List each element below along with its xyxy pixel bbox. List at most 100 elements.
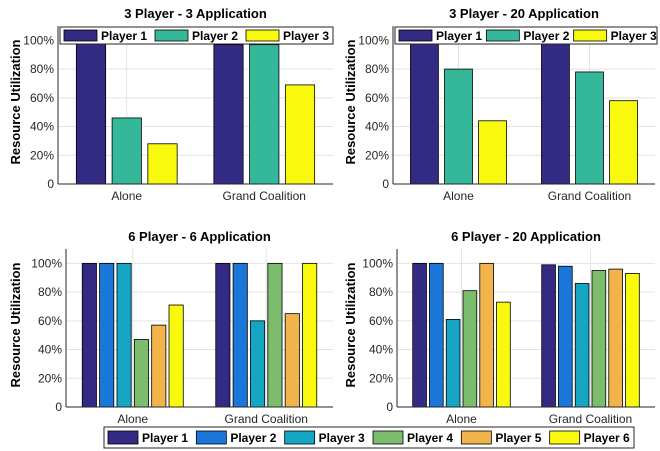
bar-player-3 [478, 120, 507, 185]
bar-player-6 [496, 301, 511, 408]
chart-panel-4: 0 20% 40% 60% 80% 100% Alone Grand Coalition 6 P… [343, 229, 655, 426]
legend-label: Player 3 [611, 29, 657, 43]
y-axis-label: Resource Utilization [8, 39, 23, 164]
bar-player-3 [609, 100, 638, 185]
x-tick-label: Alone [117, 412, 148, 426]
bar-player-1 [541, 264, 556, 408]
y-axis-label: Resource Utilization [343, 262, 358, 387]
bar-player-2 [111, 117, 142, 185]
legend-swatch [245, 29, 280, 42]
bar-player-1 [410, 39, 439, 185]
y-tick-label: 20% [369, 371, 393, 385]
bar-player-5 [608, 268, 623, 408]
y-tick-label: 20% [38, 371, 62, 385]
legend-swatch [372, 430, 404, 445]
bar-player-4 [591, 270, 607, 408]
y-tick-label: 0 [55, 400, 62, 414]
bar-player-4 [267, 262, 283, 408]
y-tick-label: 40% [369, 343, 393, 357]
legend-label: Player 2 [192, 29, 238, 43]
y-tick-label: 0 [382, 177, 389, 191]
bar-player-1 [81, 262, 97, 408]
chart-title: 6 Player - 20 Application [451, 229, 601, 244]
x-tick-label: Alone [443, 189, 474, 203]
y-axis-label: Resource Utilization [343, 39, 358, 164]
bar-player-4 [133, 339, 149, 408]
bar-player-5 [284, 313, 300, 408]
y-tick-label: 100% [362, 256, 393, 270]
legend-swatch [63, 29, 98, 42]
y-tick-label: 60% [365, 91, 389, 105]
legend-swatch [107, 430, 139, 445]
bar-player-2 [444, 68, 473, 185]
legend-label: Player 2 [230, 431, 276, 445]
legend-label: Player 2 [523, 29, 569, 43]
y-tick-label: 40% [30, 120, 54, 134]
bar-player-5 [479, 262, 494, 408]
y-tick-label: 60% [30, 91, 54, 105]
bar-player-3 [116, 262, 132, 408]
y-tick-label: 80% [38, 285, 62, 299]
y-tick-label: 60% [38, 314, 62, 328]
chart-panel-3: 0 20% 40% 60% 80% 100% Alone Grand Coalition 6 P… [8, 229, 333, 426]
bar-player-6 [302, 262, 318, 408]
bar-player-1 [412, 262, 427, 408]
chart-title: 3 Player - 3 Application [124, 6, 267, 21]
legend-label: Player 4 [407, 431, 453, 445]
legend-swatch [195, 430, 227, 445]
x-tick-label: Grand Coalition [549, 412, 632, 426]
bar-player-1 [215, 262, 231, 408]
bar-player-2 [99, 262, 115, 408]
bar-player-1 [75, 39, 107, 185]
y-tick-label: 100% [31, 256, 62, 270]
legend-swatch [154, 29, 189, 42]
legend-box [103, 426, 635, 449]
bar-player-3 [250, 320, 266, 408]
x-tick-label: Grand Coalition [225, 412, 308, 426]
x-tick-label: Grand Coalition [223, 189, 306, 203]
legend-swatch [460, 430, 492, 445]
bar-player-2 [429, 262, 444, 408]
y-tick-label: 20% [365, 148, 389, 162]
bar-player-2 [232, 262, 248, 408]
bar-player-1 [213, 44, 244, 185]
y-tick-label: 80% [30, 62, 54, 76]
legend-swatch [573, 29, 608, 42]
legend-swatch [398, 29, 433, 42]
legend-label: Player 1 [142, 431, 188, 445]
bar-player-6 [625, 273, 640, 408]
y-tick-label: 80% [369, 285, 393, 299]
chart-title: 6 Player - 6 Application [128, 229, 271, 244]
y-tick-label: 60% [369, 314, 393, 328]
legend-swatch [485, 29, 520, 42]
shared-legend: Player 1 Player 2 Player 3 Player 4 Player 5… [103, 426, 635, 449]
bar-player-3 [147, 143, 178, 185]
chart-title: 3 Player - 20 Application [449, 6, 599, 21]
x-tick-label: Alone [446, 412, 477, 426]
y-axis-label: Resource Utilization [8, 262, 23, 387]
bar-player-2 [558, 265, 573, 408]
legend: Player 1 Player 2 Player 3 [59, 26, 334, 45]
y-tick-label: 20% [30, 148, 54, 162]
chart-panel-1: 0 20% 40% 60% 80% 100% Alone Grand Coalition 3 P… [8, 6, 334, 203]
legend-label: Player 3 [319, 431, 365, 445]
bar-player-6 [168, 304, 184, 408]
legend-swatch [284, 430, 316, 445]
chart-panel-2: 0 20% 40% 60% 80% 100% Alone Grand Coalition 3 P… [343, 6, 658, 203]
bar-player-4 [462, 290, 478, 408]
legend-label: Player 5 [495, 431, 541, 445]
y-tick-label: 0 [47, 177, 54, 191]
y-tick-label: 40% [365, 120, 389, 134]
bar-player-5 [151, 324, 167, 408]
y-tick-label: 100% [358, 33, 389, 47]
y-tick-label: 100% [23, 33, 54, 47]
legend: Player 1 Player 2 Player 3 [394, 26, 658, 45]
legend-swatch [549, 430, 581, 445]
legend-label: Player 1 [436, 29, 482, 43]
bar-player-2 [249, 44, 280, 185]
y-tick-label: 0 [386, 400, 393, 414]
bar-player-3 [284, 84, 316, 185]
x-tick-label: Grand Coalition [548, 189, 631, 203]
legend-label: Player 3 [283, 29, 329, 43]
y-tick-label: 80% [365, 62, 389, 76]
